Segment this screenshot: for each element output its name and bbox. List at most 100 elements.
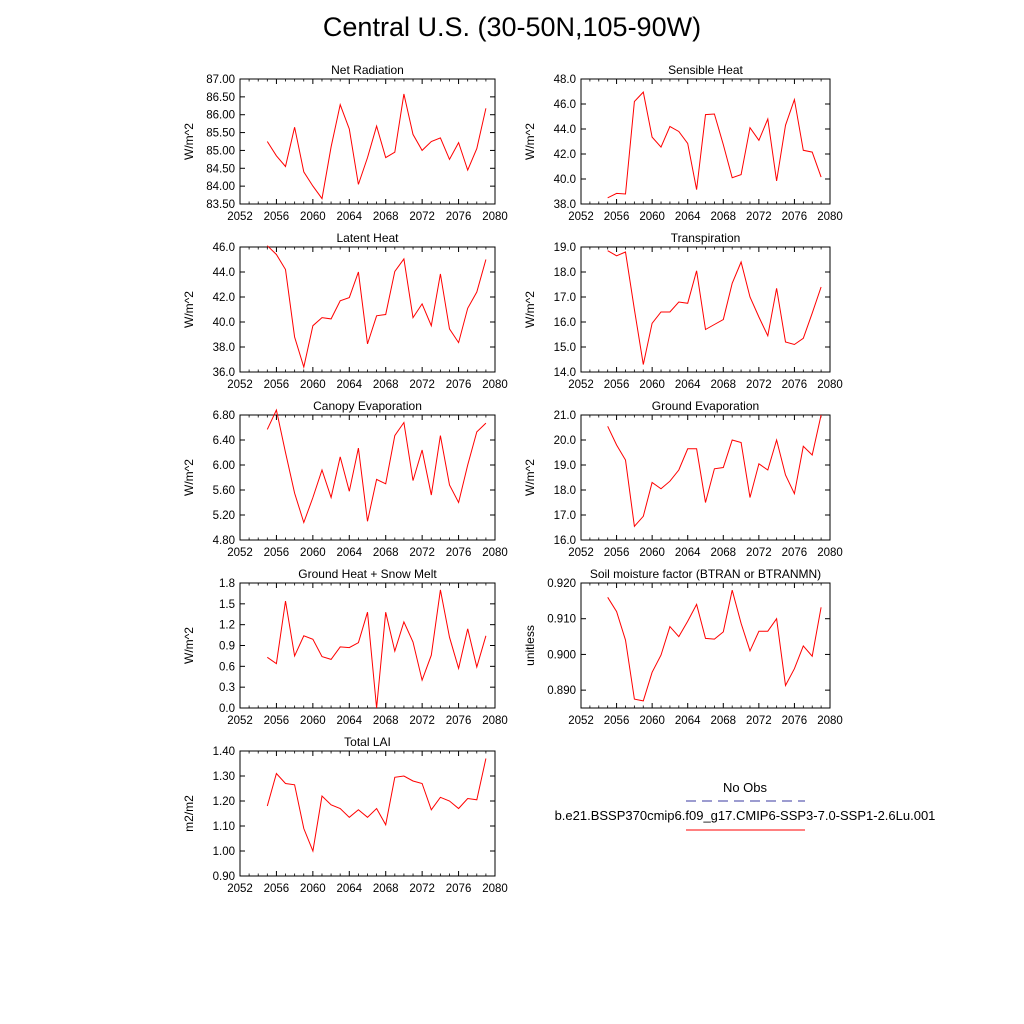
x-tick-label: 2056 bbox=[264, 715, 290, 727]
x-tick-label: 2060 bbox=[300, 211, 326, 223]
x-tick-label: 2068 bbox=[710, 379, 736, 391]
x-tick-label: 2076 bbox=[446, 883, 472, 895]
y-axis-label: m2/m2 bbox=[182, 795, 196, 832]
x-tick-label: 2068 bbox=[710, 715, 736, 727]
legend-label-obs: No Obs bbox=[723, 780, 768, 795]
plot-frame bbox=[239, 750, 496, 877]
x-tick-label: 2056 bbox=[264, 379, 290, 391]
x-tick-label: 2056 bbox=[264, 211, 290, 223]
y-tick-label: 84.00 bbox=[206, 181, 235, 193]
x-tick-label: 2072 bbox=[746, 715, 772, 727]
x-tick-label: 2056 bbox=[604, 379, 630, 391]
y-tick-label: 19.0 bbox=[554, 242, 576, 254]
y-tick-label: 14.0 bbox=[554, 367, 576, 379]
y-tick-label: 1.5 bbox=[219, 599, 235, 611]
x-tick-label: 2072 bbox=[409, 547, 435, 559]
x-tick-label: 2052 bbox=[227, 211, 253, 223]
y-tick-label: 21.0 bbox=[554, 410, 576, 422]
plot-frame bbox=[239, 582, 496, 709]
x-tick-label: 2060 bbox=[639, 211, 665, 223]
y-tick-label: 40.0 bbox=[213, 317, 235, 329]
y-tick-label: 46.0 bbox=[213, 242, 235, 254]
series-line bbox=[267, 589, 487, 709]
x-tick-label: 2060 bbox=[639, 715, 665, 727]
y-tick-label: 5.60 bbox=[213, 485, 235, 497]
panel-1: Net Radiation 2052 2056 2060 2064 2068 2072 207… bbox=[182, 63, 508, 223]
plot-frame bbox=[580, 246, 831, 373]
series-line bbox=[266, 758, 487, 853]
x-tick-label: 2064 bbox=[336, 547, 362, 559]
panel-6: Ground Evaporation 2052 2056 2060 2064 2068 20… bbox=[523, 399, 843, 559]
y-tick-label: 5.20 bbox=[213, 510, 235, 522]
x-tick-label: 2060 bbox=[300, 379, 326, 391]
y-tick-label: 40.0 bbox=[554, 174, 576, 186]
y-tick-label: 15.0 bbox=[554, 342, 576, 354]
y-tick-label: 85.50 bbox=[206, 128, 235, 140]
legend-label-run: b.e21.BSSP370cmip6.f09_g17.CMIP6-SSP3-7.… bbox=[555, 808, 936, 823]
y-tick-label: 44.0 bbox=[213, 267, 235, 279]
x-tick-label: 2080 bbox=[817, 547, 843, 559]
series-line bbox=[607, 250, 822, 365]
panel-title: Latent Heat bbox=[336, 231, 399, 245]
y-tick-label: 42.0 bbox=[554, 149, 576, 161]
x-tick-label: 2076 bbox=[782, 715, 808, 727]
plot-frame bbox=[239, 78, 496, 205]
y-tick-label: 20.0 bbox=[554, 435, 576, 447]
y-tick-label: 0.920 bbox=[547, 578, 576, 590]
y-tick-label: 0.890 bbox=[547, 685, 576, 697]
y-tick-label: 86.50 bbox=[206, 92, 235, 104]
x-tick-label: 2064 bbox=[675, 211, 701, 223]
series-line bbox=[266, 408, 487, 525]
series-line bbox=[607, 414, 822, 528]
panel-4: Transpiration 2052 2056 2060 2064 2068 2072 207… bbox=[523, 231, 843, 391]
y-axis-label: unitless bbox=[523, 625, 537, 666]
y-tick-label: 42.0 bbox=[213, 292, 235, 304]
y-tick-label: 48.0 bbox=[554, 74, 576, 86]
panel-9: Total LAI 2052 2056 2060 2064 2068 2072 2076 208… bbox=[182, 735, 508, 895]
y-tick-label: 0.6 bbox=[219, 661, 235, 673]
x-tick-label: 2052 bbox=[568, 547, 594, 559]
x-tick-label: 2068 bbox=[373, 211, 399, 223]
x-tick-label: 2052 bbox=[227, 715, 253, 727]
x-tick-label: 2068 bbox=[373, 883, 399, 895]
x-tick-label: 2060 bbox=[300, 547, 326, 559]
panel-5: Canopy Evaporation 2052 2056 2060 2064 2068 20… bbox=[182, 399, 508, 559]
panel-title: Canopy Evaporation bbox=[313, 399, 422, 413]
y-axis-label: W/m^2 bbox=[523, 459, 537, 496]
y-tick-label: 83.50 bbox=[206, 199, 235, 211]
x-tick-label: 2060 bbox=[639, 379, 665, 391]
x-tick-label: 2072 bbox=[746, 211, 772, 223]
series-line bbox=[607, 91, 822, 199]
y-tick-label: 6.00 bbox=[213, 460, 235, 472]
x-tick-label: 2064 bbox=[336, 883, 362, 895]
y-tick-label: 46.0 bbox=[554, 99, 576, 111]
x-tick-label: 2064 bbox=[336, 379, 362, 391]
y-tick-label: 19.0 bbox=[554, 460, 576, 472]
panel-title: Total LAI bbox=[344, 735, 391, 749]
y-tick-label: 84.50 bbox=[206, 163, 235, 175]
x-tick-label: 2080 bbox=[482, 379, 508, 391]
x-tick-label: 2052 bbox=[227, 547, 253, 559]
y-axis-label: W/m^2 bbox=[182, 123, 196, 160]
x-tick-label: 2076 bbox=[446, 379, 472, 391]
y-axis-label: W/m^2 bbox=[523, 291, 537, 328]
panel-8: Soil moisture factor (BTRAN or BTRANMN) 2… bbox=[523, 567, 843, 727]
legend: No Obs b.e21.BSSP370cmip6.f09_g17.CMIP6-S… bbox=[555, 780, 936, 831]
x-tick-label: 2068 bbox=[373, 379, 399, 391]
y-tick-label: 18.0 bbox=[554, 267, 576, 279]
series-line bbox=[266, 93, 487, 200]
x-tick-label: 2072 bbox=[409, 379, 435, 391]
panel-title: Ground Evaporation bbox=[652, 399, 759, 413]
x-tick-label: 2076 bbox=[782, 379, 808, 391]
x-tick-label: 2068 bbox=[373, 547, 399, 559]
x-tick-label: 2072 bbox=[746, 547, 772, 559]
x-tick-label: 2056 bbox=[264, 883, 290, 895]
y-tick-label: 1.2 bbox=[219, 620, 235, 632]
y-axis-label: W/m^2 bbox=[182, 291, 196, 328]
y-tick-label: 0.3 bbox=[219, 682, 235, 694]
x-tick-label: 2056 bbox=[264, 547, 290, 559]
y-tick-label: 17.0 bbox=[554, 510, 576, 522]
panel-title: Sensible Heat bbox=[668, 63, 743, 77]
y-tick-label: 86.00 bbox=[206, 110, 235, 122]
